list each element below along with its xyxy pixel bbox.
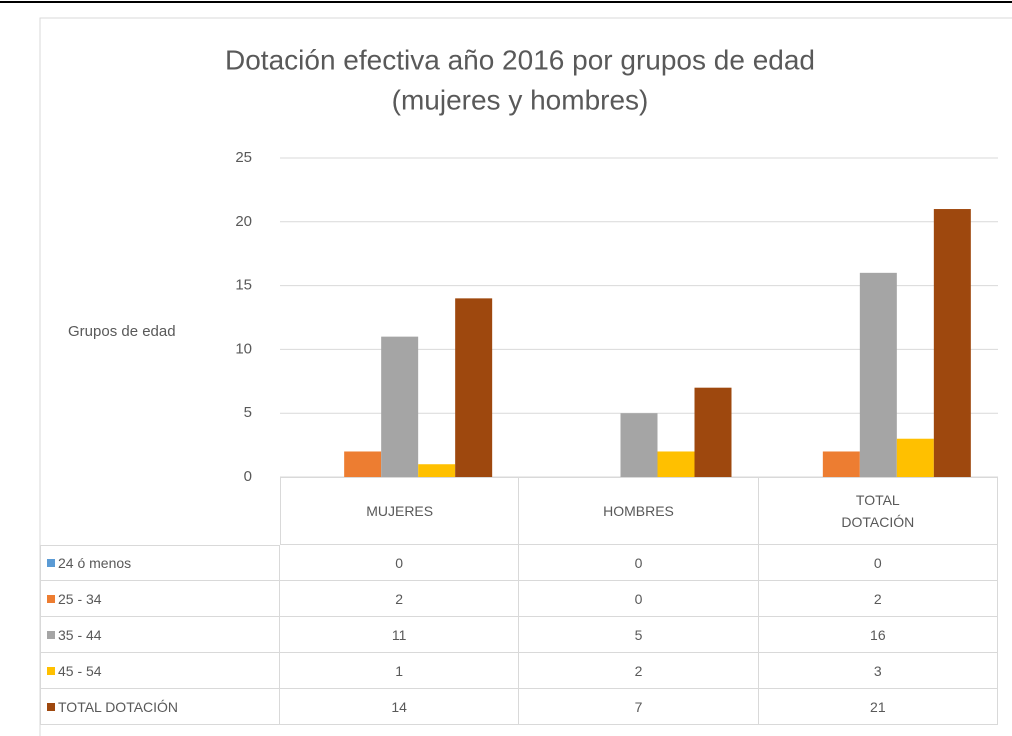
category-label: HOMBRES (603, 503, 674, 519)
table-value: 21 (758, 689, 998, 725)
legend-key (47, 630, 55, 639)
table-value: 16 (758, 617, 998, 653)
legend-cell: TOTAL DOTACIÓN (40, 689, 280, 725)
y-tick-label: 0 (244, 468, 252, 485)
table-value: 5 (519, 617, 759, 653)
legend-label: TOTAL DOTACIÓN (58, 698, 179, 715)
legend-label: 25 - 34 (58, 590, 102, 607)
table-value: 7 (519, 689, 759, 725)
bar (694, 387, 732, 477)
table-value: 2 (758, 581, 998, 617)
legend-key (47, 702, 55, 711)
table-value: 2 (519, 653, 759, 689)
bar (620, 413, 658, 477)
legend-cell: 35 - 44 (40, 617, 280, 653)
table-value: 3 (758, 653, 998, 689)
table-header-cell: TOTAL DOTACIÓN (758, 477, 998, 545)
table-value: 0 (519, 545, 759, 581)
legend-key (47, 666, 55, 675)
legend-cell: 25 - 34 (40, 581, 280, 617)
legend-key (47, 594, 55, 603)
legend-label: 24 ó menos (58, 555, 132, 571)
table-value: 1 (280, 653, 520, 689)
y-tick-label: 15 (235, 277, 252, 294)
bar (418, 464, 456, 477)
legend-label: 35 - 44 (58, 626, 102, 643)
category-label: MUJERES (366, 503, 434, 519)
category-label: TOTAL DOTACIÓN (841, 492, 915, 530)
bar (455, 298, 493, 477)
chart-frame (39, 17, 1012, 736)
table-value: 0 (519, 581, 759, 617)
table-value: 14 (280, 689, 520, 725)
legend-cell: 45 - 54 (40, 653, 280, 689)
table-value: 2 (280, 581, 520, 617)
bar (896, 438, 934, 477)
chart-subtitle: (mujeres y hombres) (392, 84, 649, 115)
y-tick-label: 10 (235, 340, 252, 357)
bar (381, 336, 419, 477)
table-header-cell: HOMBRES (519, 477, 759, 545)
bar (344, 451, 382, 477)
table-value: 11 (280, 617, 520, 653)
legend-key (47, 559, 55, 567)
table-value: 0 (280, 545, 520, 581)
legend-cell: 24 ó menos (40, 545, 280, 581)
y-tick-label: 25 (235, 149, 252, 166)
table-value: 0 (758, 545, 998, 581)
legend-label: 45 - 54 (58, 662, 102, 679)
bar (657, 451, 695, 477)
y-axis-label: Grupos de edad (68, 323, 176, 340)
bar (933, 209, 971, 478)
y-tick-label: 20 (235, 213, 252, 230)
chart-title: Dotación efectiva año 2016 por grupos de… (225, 44, 815, 75)
bar (859, 272, 897, 477)
table-header-cell: MUJERES (280, 477, 520, 545)
y-tick-label: 5 (244, 404, 252, 421)
bar (822, 451, 860, 477)
